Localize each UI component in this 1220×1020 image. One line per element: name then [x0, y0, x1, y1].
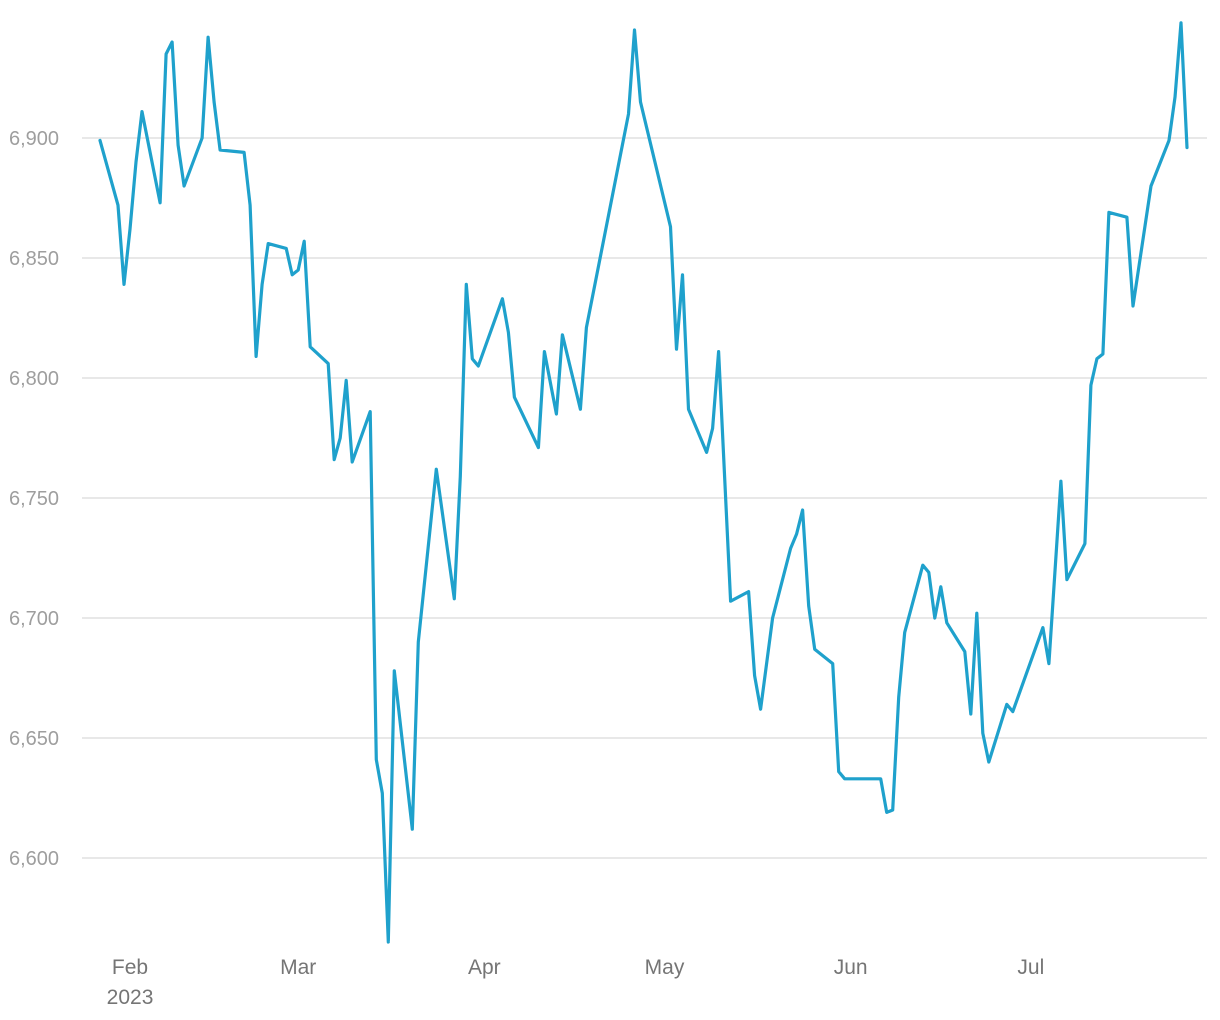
- series-line: [98, 21, 1189, 944]
- y-tick-label: 6,600: [9, 848, 59, 870]
- x-tick-label: Feb: [112, 956, 148, 979]
- y-axis-labels: 6,600 6,650 6,700 6,750 6,800 6,850 6,900: [9, 128, 59, 870]
- x-axis-labels: Feb 2023 Mar Apr May Jun Jul: [107, 956, 1045, 1009]
- y-tick-label: 6,850: [9, 248, 59, 270]
- y-tick-label: 6,700: [9, 608, 59, 630]
- gridlines: [82, 137, 1207, 859]
- y-tick-label: 6,900: [9, 128, 59, 150]
- x-tick-label: Jun: [834, 956, 868, 979]
- y-tick-label: 6,650: [9, 728, 59, 750]
- x-tick-label: May: [645, 956, 685, 979]
- y-tick-label: 6,800: [9, 368, 59, 390]
- x-year-label: 2023: [107, 986, 154, 1009]
- y-tick-label: 6,750: [9, 488, 59, 510]
- x-tick-label: Jul: [1017, 956, 1044, 979]
- x-tick-label: Mar: [280, 956, 316, 979]
- series-layer: [98, 21, 1189, 944]
- x-tick-label: Apr: [468, 956, 501, 979]
